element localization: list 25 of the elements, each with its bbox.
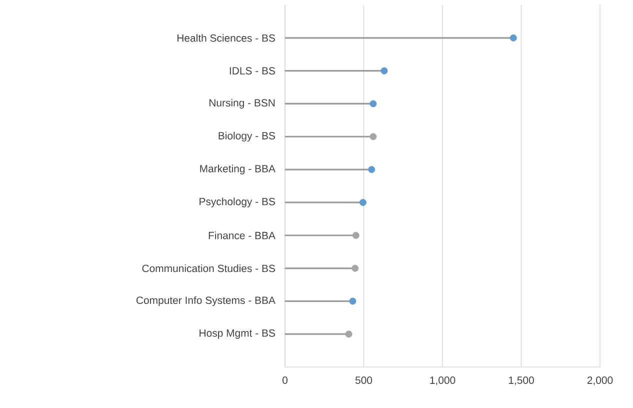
- y-tick-label: IDLS - BS: [230, 67, 275, 75]
- x-tick-label: 2,000: [587, 376, 613, 386]
- y-tick-label: Psychology - BS: [200, 198, 275, 208]
- x-tick-label: 1,000: [430, 376, 456, 386]
- point: [380, 67, 388, 74]
- y-tick-label: Finance - BBA: [208, 232, 276, 240]
- y-tick-label: Health Sciences - BS: [177, 34, 275, 42]
- point: [370, 100, 377, 108]
- y-tick-label: Biology - BS: [218, 132, 275, 142]
- y-tick-label: Hosp Mgmt - BS: [200, 329, 275, 339]
- point: [368, 166, 376, 174]
- point: [352, 264, 359, 272]
- point: [510, 34, 517, 42]
- x-tick-label: 0: [282, 376, 288, 384]
- x-tick-label: 1,500: [508, 376, 534, 386]
- y-tick-label: Computer Info Systems - BBA: [136, 296, 276, 306]
- y-tick-label: Communication Studies - BS: [142, 264, 275, 272]
- point: [345, 330, 352, 338]
- x-tick-label: 500: [355, 376, 372, 384]
- point: [349, 298, 356, 305]
- y-tick-label: Marketing - BBA: [200, 164, 276, 174]
- y-tick-label: Nursing - BSN: [209, 98, 275, 109]
- point: [359, 198, 366, 206]
- point: [352, 232, 360, 239]
- point: [370, 133, 377, 140]
